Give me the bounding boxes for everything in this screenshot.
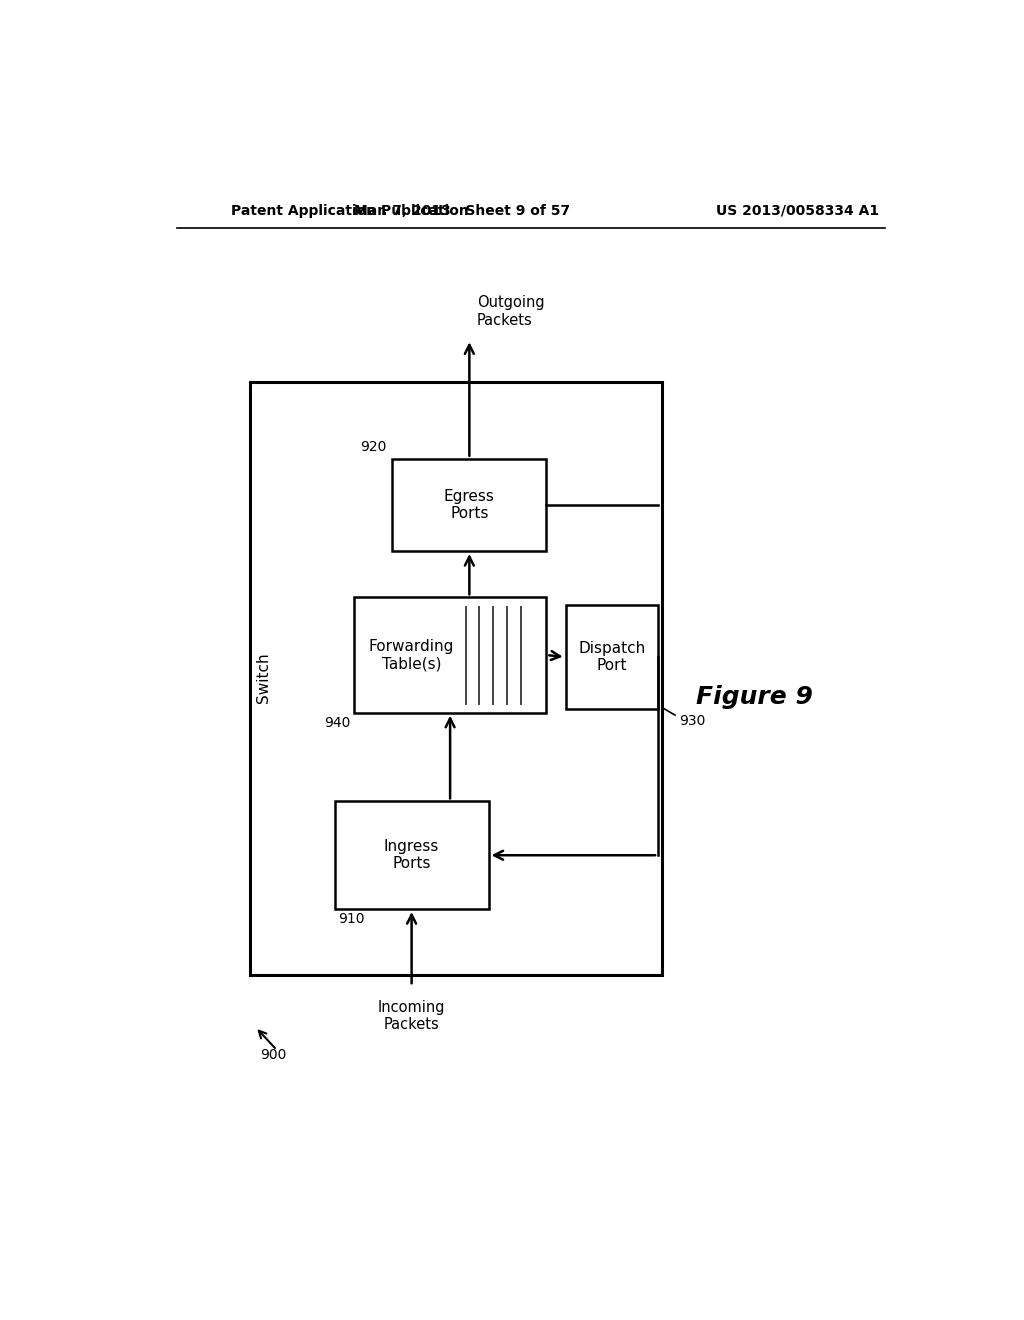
Text: Dispatch
Port: Dispatch Port (579, 640, 645, 673)
Text: 940: 940 (325, 715, 351, 730)
Text: Forwarding
Table(s): Forwarding Table(s) (369, 639, 455, 672)
Text: Egress
Ports: Egress Ports (444, 488, 495, 521)
Bar (392, 459, 547, 552)
Text: US 2013/0058334 A1: US 2013/0058334 A1 (716, 203, 879, 218)
Text: Ingress
Ports: Ingress Ports (384, 840, 439, 871)
Text: Mar. 7, 2013   Sheet 9 of 57: Mar. 7, 2013 Sheet 9 of 57 (353, 203, 569, 218)
Text: Figure 9: Figure 9 (696, 685, 813, 709)
Text: 930: 930 (680, 714, 706, 727)
Bar (335, 801, 488, 909)
Text: Incoming
Packets: Incoming Packets (378, 1001, 445, 1032)
Text: Outgoing
Packets: Outgoing Packets (477, 296, 545, 327)
Text: Switch: Switch (256, 653, 271, 704)
Bar (250, 381, 662, 974)
Text: 910: 910 (339, 912, 365, 927)
Bar (565, 605, 658, 709)
Text: 900: 900 (260, 1048, 287, 1063)
Bar (354, 597, 547, 713)
Text: 920: 920 (359, 440, 386, 454)
Text: Patent Application Publication: Patent Application Publication (230, 203, 468, 218)
